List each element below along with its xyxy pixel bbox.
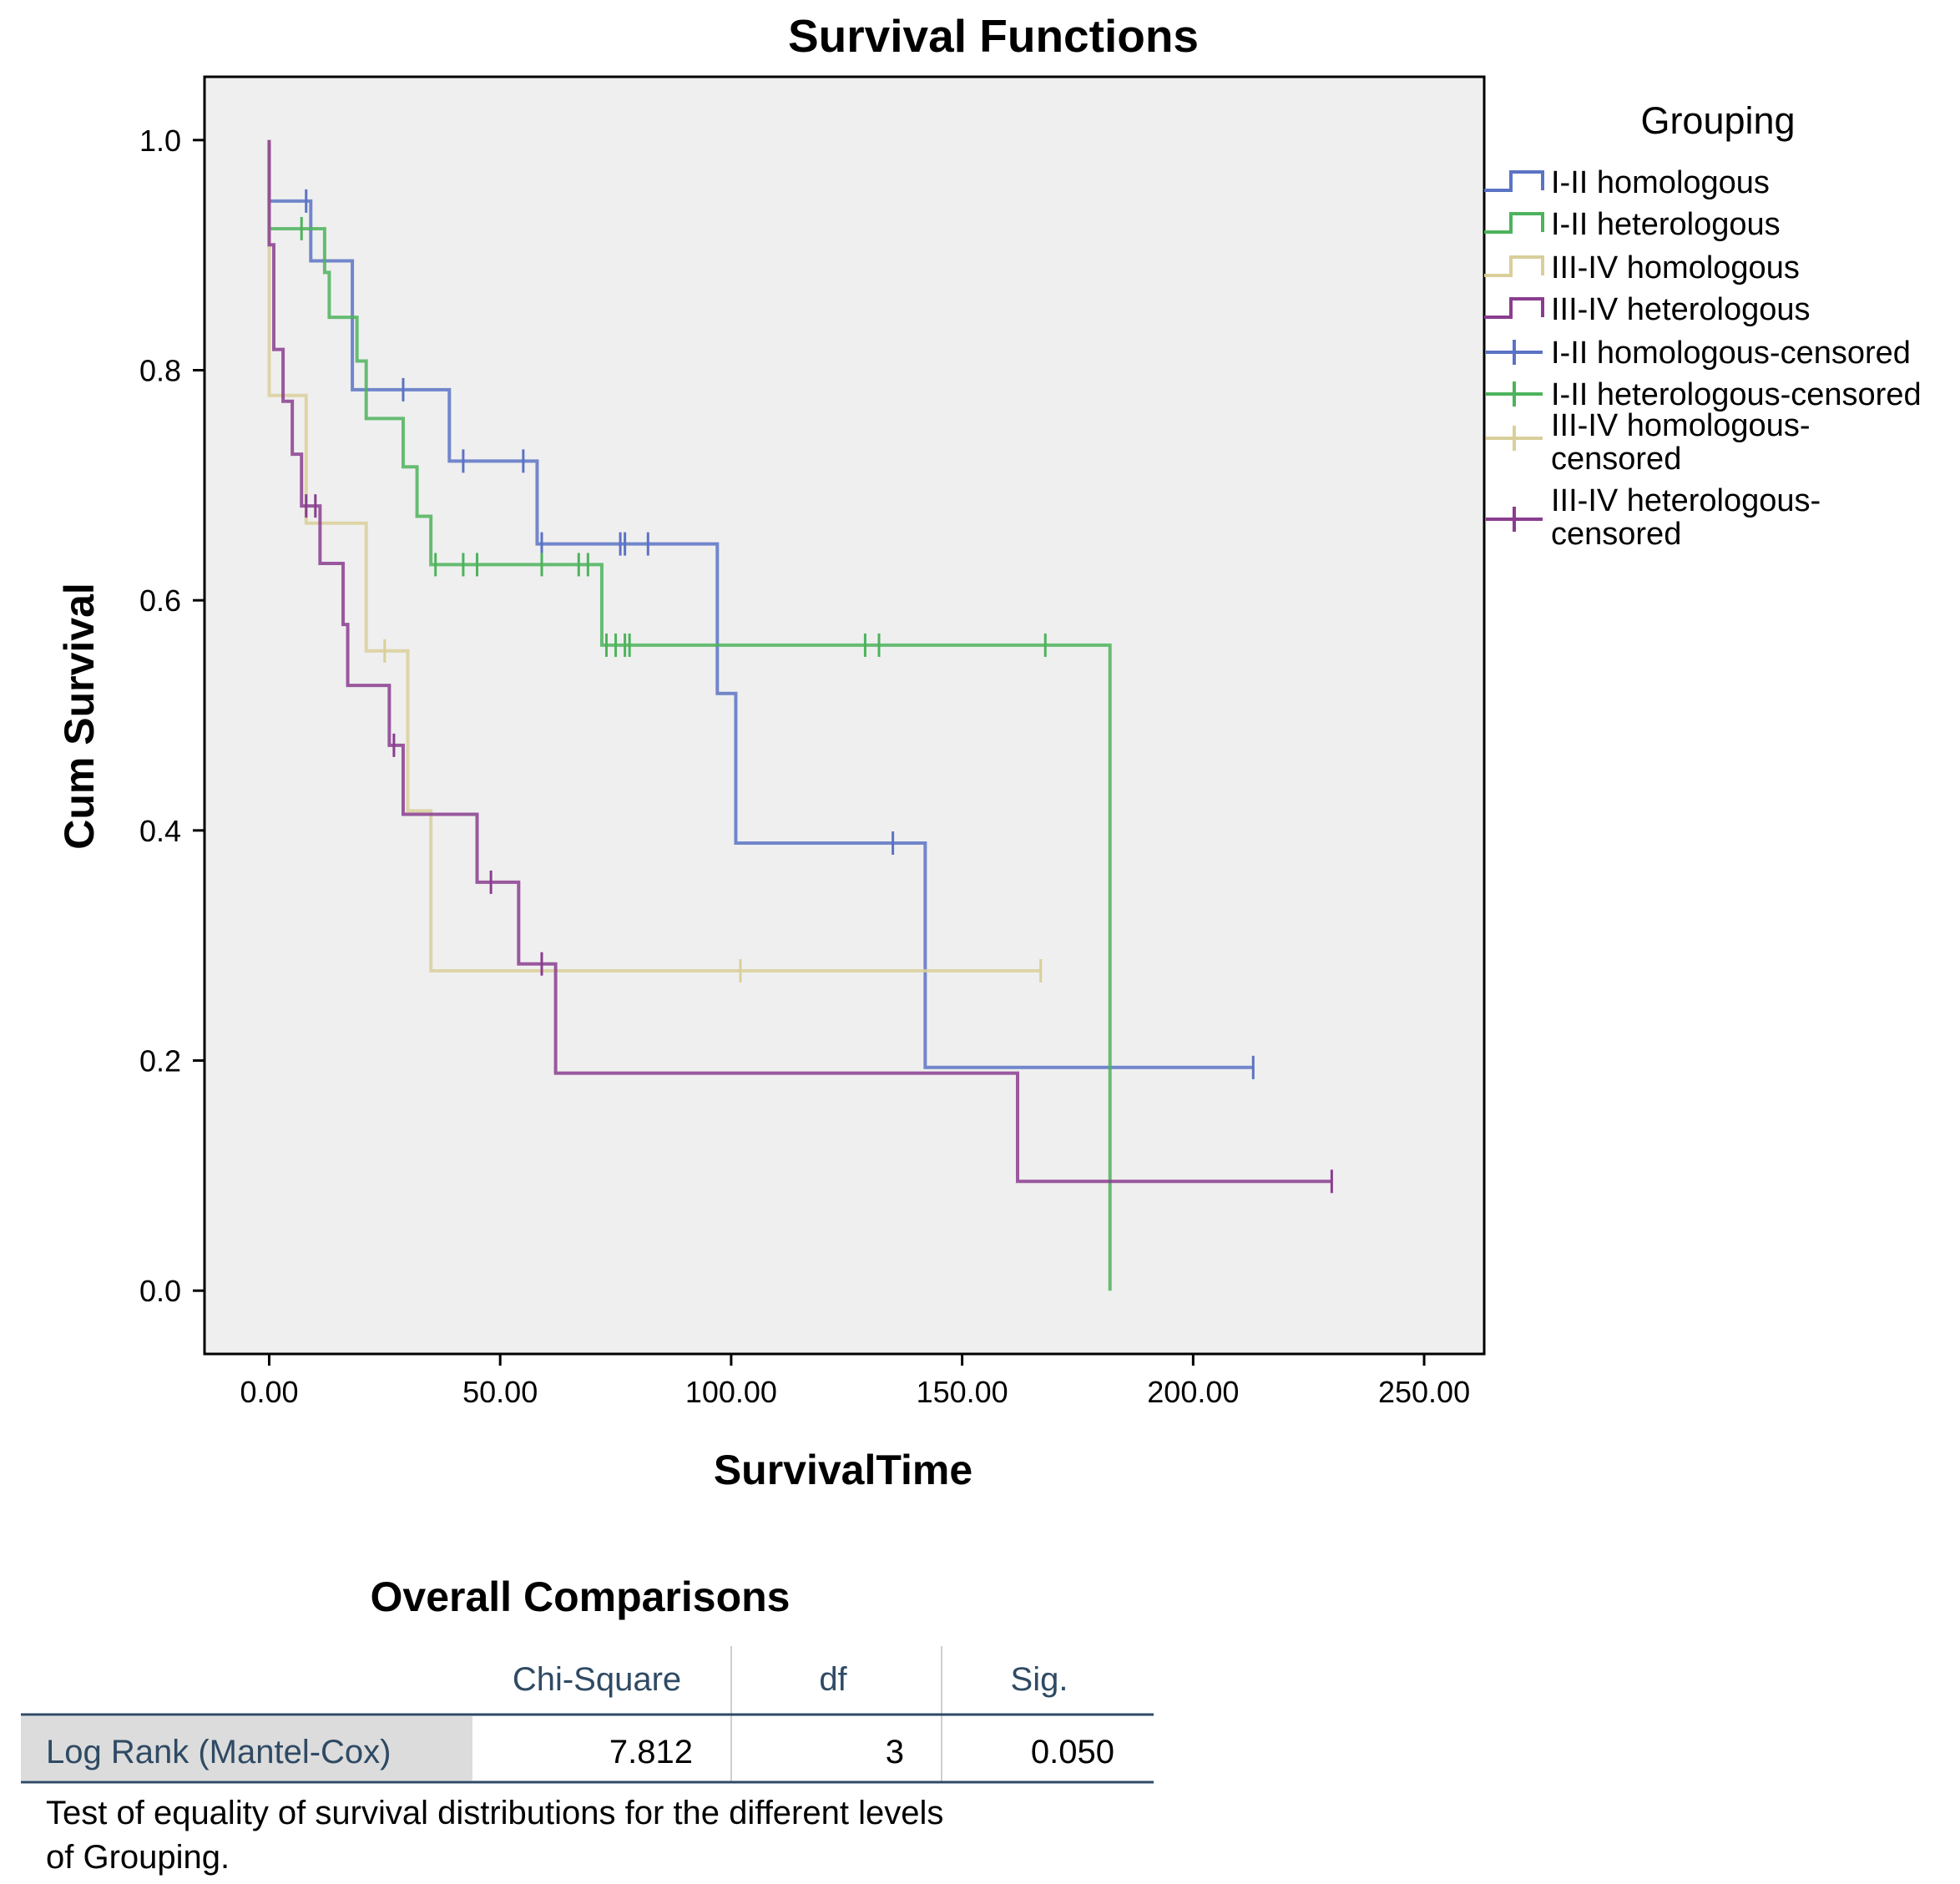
table-title: Overall Comparisons [371, 1573, 791, 1620]
x-tick-label: 100.00 [685, 1375, 777, 1409]
y-tick-label: 0.2 [139, 1044, 181, 1078]
y-tick-label: 0.4 [139, 814, 181, 848]
table-footnote: Test of equality of survival distributio… [46, 1795, 943, 1831]
table-footnote: of Grouping. [46, 1839, 230, 1876]
header-chi-square: Chi-Square [513, 1661, 681, 1698]
legend-label: I-II heterologous-censored [1551, 377, 1922, 412]
x-tick-label: 50.00 [462, 1375, 538, 1409]
x-tick-label: 0.00 [240, 1375, 298, 1409]
survival-curves [267, 139, 1332, 1291]
legend-swatch [1484, 170, 1544, 192]
x-tick-label: 200.00 [1147, 1375, 1239, 1409]
legend-label: censored [1551, 442, 1681, 477]
legend-title: Grouping [1640, 99, 1795, 142]
legend-swatch [1484, 297, 1544, 319]
legend-label: I-II heterologous [1551, 207, 1781, 242]
header-df: df [819, 1661, 847, 1698]
legend-swatch [1484, 212, 1544, 234]
legend-label: III-IV heterologous [1551, 292, 1811, 327]
comparisons-table: Overall Comparisons Chi-Square df Sig. L… [21, 1573, 1154, 1876]
y-tick-label: 0.0 [139, 1274, 181, 1308]
legend-label: III-IV homologous- [1551, 408, 1810, 443]
plot-area [203, 75, 1486, 1356]
chart-title: Survival Functions [788, 10, 1199, 62]
x-tick-label: 250.00 [1378, 1375, 1470, 1409]
y-axis-title: Cum Survival [56, 583, 103, 850]
y-tick-label: 0.8 [139, 353, 181, 387]
chi-square-value: 7.812 [609, 1734, 693, 1770]
x-axis-title: SurvivalTime [714, 1447, 972, 1493]
censor-marks [300, 189, 1333, 1194]
row-label: Log Rank (Mantel-Cox) [46, 1734, 391, 1770]
legend-swatch [1484, 255, 1544, 277]
legend-label: III-IV heterologous- [1551, 483, 1821, 518]
axis-ticks: 0.00 50.00 100.00 150.00 200.00 250.00 0.0 0.2 0… [139, 124, 1470, 1409]
series-line-2 [267, 139, 1041, 972]
header-sig: Sig. [1011, 1661, 1068, 1698]
legend-label: I-II homologous-censored [1551, 336, 1911, 371]
series-line-1 [267, 139, 1112, 1291]
legend-label: III-IV homologous [1551, 250, 1800, 285]
y-tick-label: 0.6 [139, 583, 181, 618]
x-tick-label: 150.00 [917, 1375, 1008, 1409]
sig-value: 0.050 [1031, 1734, 1114, 1770]
legend: Grouping I-II homologous I-II heterologou… [1484, 99, 1922, 552]
series-line-0 [267, 139, 1254, 1069]
series-line-3 [267, 139, 1332, 1184]
legend-label: I-II homologous [1551, 165, 1770, 200]
y-tick-label: 1.0 [139, 124, 181, 158]
df-value: 3 [886, 1734, 904, 1770]
row-label-cell [21, 1716, 472, 1780]
legend-label: censored [1551, 517, 1681, 552]
